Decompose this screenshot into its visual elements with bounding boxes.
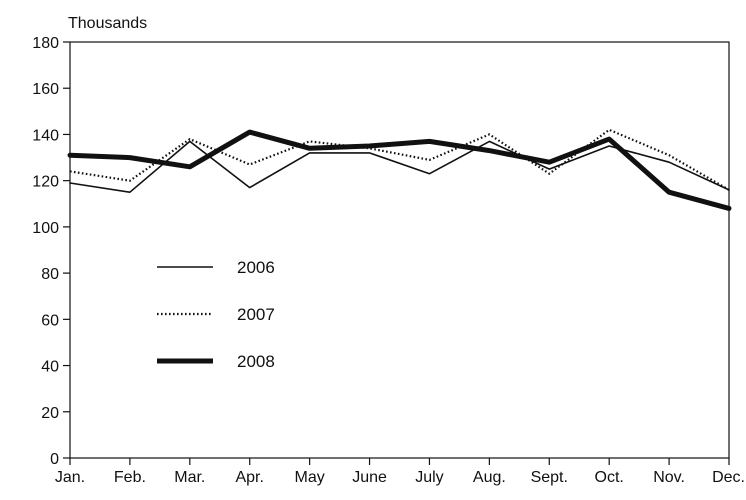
x-tick-label: Oct. <box>595 469 624 486</box>
series-lines <box>67 128 732 211</box>
y-tick-label: 0 <box>50 451 59 468</box>
series-line-2007 <box>69 128 730 191</box>
x-tick-label: Mar. <box>174 469 205 486</box>
y-axis-ticks: 0 20 40 60 80 100 120 140 160 180 <box>32 35 70 468</box>
x-tick-label: Jan. <box>55 469 85 486</box>
y-tick-label: 120 <box>32 174 59 191</box>
y-axis-unit-label: Thousands <box>68 15 147 32</box>
legend-label-2007: 2007 <box>237 305 275 324</box>
y-tick-label: 40 <box>41 359 59 376</box>
y-tick-label: 80 <box>41 266 59 283</box>
x-tick-label: Apr. <box>235 469 263 486</box>
plot-area-border <box>69 41 730 459</box>
x-tick-label: Aug. <box>473 469 506 486</box>
x-tick-label: Feb. <box>114 469 146 486</box>
series-line-2008 <box>67 129 732 211</box>
series-line-2006 <box>69 140 730 193</box>
legend-label-2006: 2006 <box>237 258 275 277</box>
y-tick-label: 60 <box>41 312 59 329</box>
x-tick-label: Sept. <box>531 469 568 486</box>
legend-label-2008: 2008 <box>237 352 275 371</box>
x-tick-label: May <box>295 469 325 486</box>
x-tick-label: July <box>415 469 443 486</box>
legend: 2006 2007 2008 <box>157 258 275 371</box>
x-axis-ticks: Jan. Feb. Mar. Apr. May June July Aug. Sept. Oct.… <box>55 458 745 486</box>
y-tick-label: 160 <box>32 81 59 98</box>
plot-frame <box>69 41 730 459</box>
y-tick-label: 180 <box>32 35 59 52</box>
x-tick-label: June <box>352 469 387 486</box>
x-tick-label: Dec. <box>712 469 745 486</box>
y-tick-label: 20 <box>41 405 59 422</box>
y-tick-label: 140 <box>32 127 59 144</box>
y-tick-label: 100 <box>32 220 59 237</box>
x-tick-label: Nov. <box>653 469 685 486</box>
